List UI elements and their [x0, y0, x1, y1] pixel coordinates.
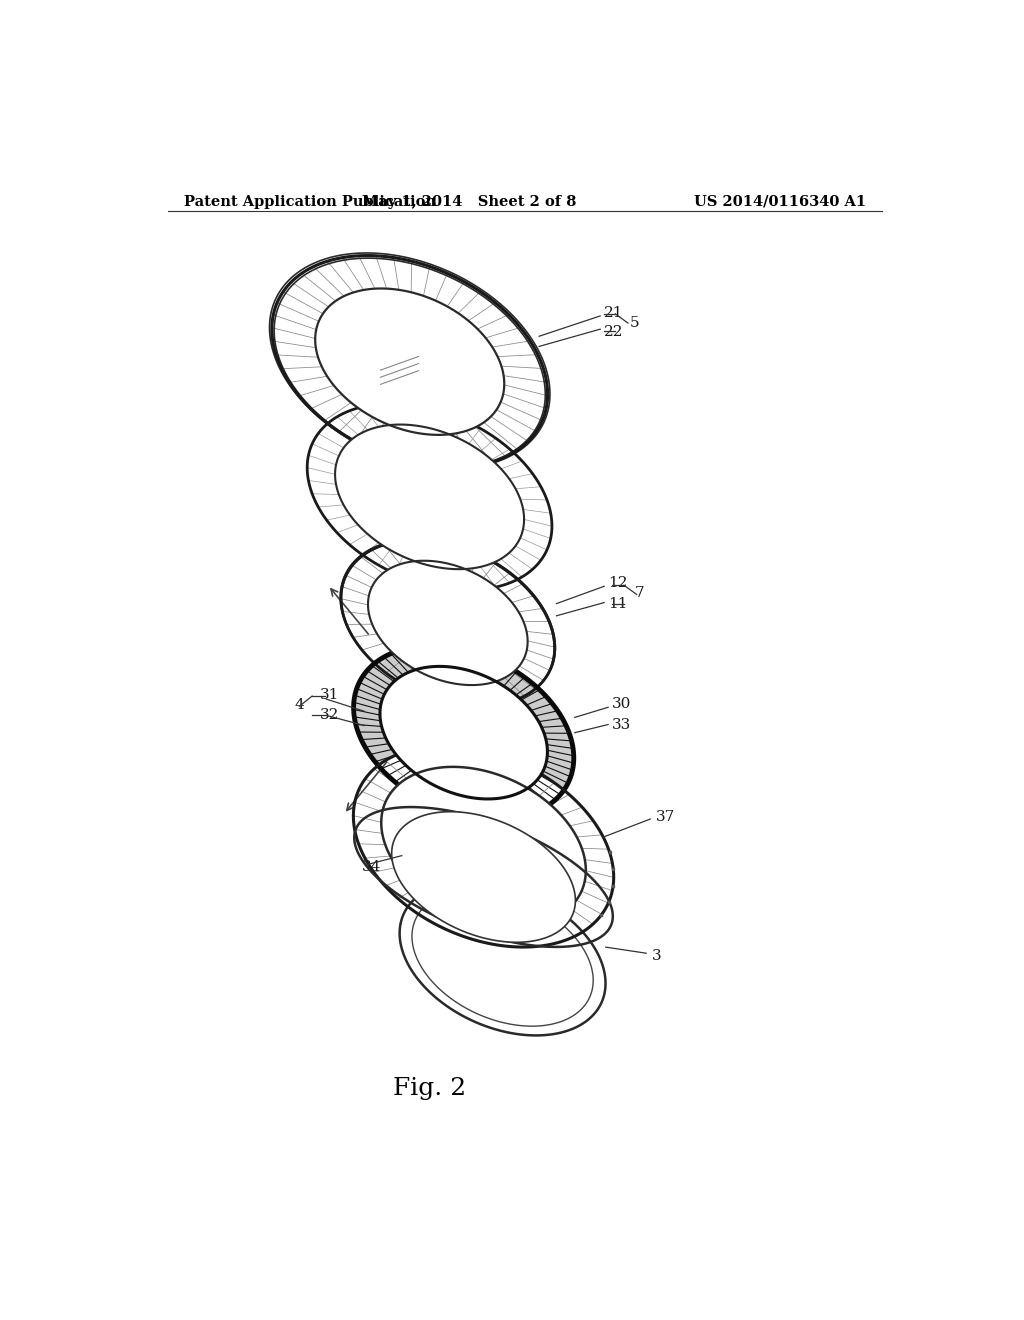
Text: 32: 32 [321, 709, 339, 722]
Text: 7: 7 [634, 586, 644, 601]
Text: May 1, 2014   Sheet 2 of 8: May 1, 2014 Sheet 2 of 8 [362, 195, 577, 209]
Polygon shape [380, 667, 548, 799]
Text: US 2014/0116340 A1: US 2014/0116340 A1 [694, 195, 866, 209]
Text: 33: 33 [612, 718, 632, 731]
Text: 5: 5 [630, 315, 639, 330]
Polygon shape [315, 289, 504, 434]
Polygon shape [381, 767, 586, 927]
Polygon shape [368, 561, 527, 685]
Polygon shape [271, 256, 548, 467]
Polygon shape [353, 746, 613, 946]
Text: 30: 30 [612, 697, 632, 711]
Text: 22: 22 [604, 325, 624, 339]
Text: 31: 31 [321, 688, 339, 702]
Text: 3: 3 [652, 949, 662, 964]
Text: 37: 37 [655, 810, 675, 824]
Polygon shape [335, 425, 524, 569]
Text: 34: 34 [362, 859, 382, 874]
Polygon shape [307, 404, 552, 590]
Polygon shape [399, 882, 605, 1035]
Text: 4: 4 [295, 698, 304, 713]
Polygon shape [392, 812, 575, 942]
Text: 12: 12 [608, 577, 628, 590]
Text: 11: 11 [608, 597, 628, 611]
Text: Patent Application Publication: Patent Application Publication [183, 195, 435, 209]
Polygon shape [341, 540, 555, 706]
Text: 21: 21 [604, 306, 624, 319]
Text: Fig. 2: Fig. 2 [393, 1077, 466, 1100]
Polygon shape [353, 645, 573, 820]
